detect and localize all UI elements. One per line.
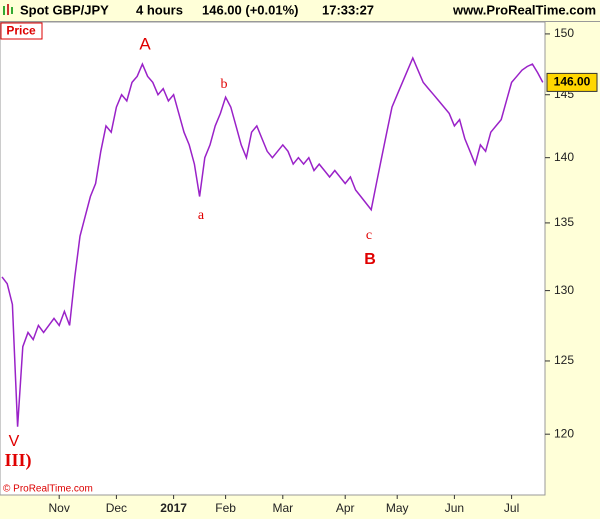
period: 4 hours (136, 2, 183, 17)
x-tick-label: Dec (106, 501, 127, 515)
wave-annotation: c (366, 228, 372, 243)
candle-icon (3, 4, 13, 15)
wave-annotation: A (139, 34, 151, 53)
wave-annotation: a (198, 208, 205, 223)
site: www.ProRealTime.com (452, 2, 596, 17)
panel-label: Price (6, 24, 36, 38)
last-value-label: 146.00 (554, 75, 591, 89)
copyright: © ProRealTime.com (3, 484, 93, 495)
instrument: Spot GBP/JPY (20, 2, 109, 17)
price-line (1, 56, 544, 427)
wave-annotation: V (9, 433, 20, 450)
x-tick-label: Jul (504, 501, 519, 515)
panel-label-box (0, 22, 43, 40)
icon-bar (7, 4, 9, 15)
y-tick-label: 150 (554, 26, 574, 40)
icon-bar (11, 7, 13, 14)
wave-annotation: b (221, 77, 228, 92)
x-tick-label: Feb (215, 501, 236, 515)
y-tick-label: 120 (554, 426, 574, 440)
x-tick-label: 2017 (160, 501, 187, 515)
x-tick-label: Nov (49, 501, 70, 515)
x-tick-label: May (386, 501, 409, 515)
plot-area (0, 21, 546, 496)
x-tick-label: Mar (272, 501, 293, 515)
wave-annotation: III) (4, 450, 31, 471)
icon-bar (3, 6, 5, 15)
y-tick-label: 135 (554, 215, 574, 229)
last-value-box (546, 72, 598, 92)
y-tick-label: 130 (554, 283, 574, 297)
wave-annotation: B (364, 251, 376, 268)
x-tick-label: Jun (445, 501, 464, 515)
quote: 146.00 (+0.01%) (202, 2, 298, 17)
y-tick-label: 125 (554, 353, 574, 367)
y-tick-label: 140 (554, 150, 574, 164)
x-tick-label: Apr (336, 501, 355, 515)
time: 17:33:27 (322, 2, 374, 17)
